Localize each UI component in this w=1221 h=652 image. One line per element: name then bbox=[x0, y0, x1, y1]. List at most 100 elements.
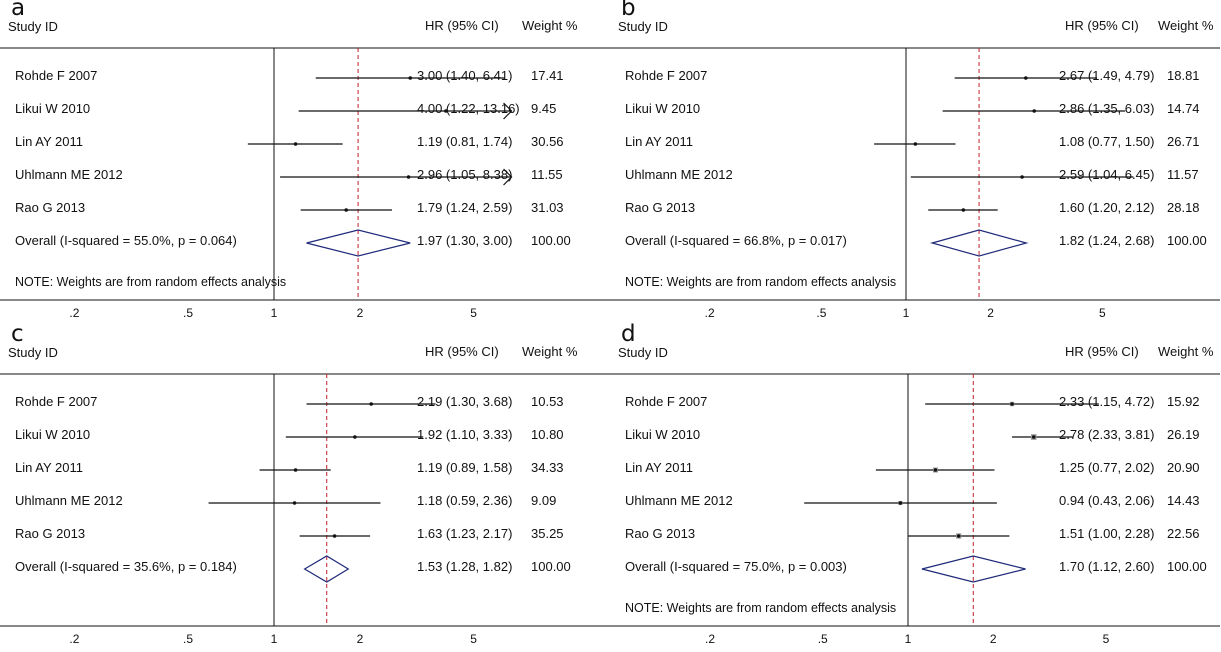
overall-row: Overall (I-squared = 66.8%, p = 0.017) 1.… bbox=[610, 233, 1220, 253]
hr-ci-text: 2.86 (1.35, 6.03) bbox=[1059, 101, 1155, 116]
hr-ci-text: 2.59 (1.04, 6.45) bbox=[1059, 167, 1155, 182]
hr-ci-text: 1.92 (1.10, 3.33) bbox=[417, 427, 513, 442]
overall-diamond bbox=[921, 555, 1026, 583]
study-row: Uhlmann ME 2012 2.96 (1.05, 8.38) 11.55 bbox=[0, 167, 610, 187]
weight-text: 26.71 bbox=[1167, 134, 1200, 149]
point-estimate bbox=[961, 208, 966, 212]
overall-label: Overall (I-squared = 66.8%, p = 0.017) bbox=[625, 233, 847, 248]
weight-text: 20.90 bbox=[1167, 460, 1200, 475]
panel-label: c bbox=[11, 321, 24, 347]
study-row: Uhlmann ME 2012 1.18 (0.59, 2.36) 9.09 bbox=[0, 493, 610, 513]
overall-weight-text: 100.00 bbox=[1167, 233, 1207, 248]
study-name: Likui W 2010 bbox=[625, 101, 701, 116]
study-name: Rohde F 2007 bbox=[15, 68, 98, 83]
point-estimate bbox=[292, 501, 297, 505]
panel-label: a bbox=[11, 0, 26, 21]
weight-text: 22.56 bbox=[1167, 526, 1200, 541]
hr-ci-text: 3.00 (1.40, 6.41) bbox=[417, 68, 513, 83]
study-name: Rao G 2013 bbox=[625, 526, 696, 541]
study-name: Likui W 2010 bbox=[15, 427, 91, 442]
column-header-weight: Weight % bbox=[522, 18, 578, 33]
weight-text: 35.25 bbox=[531, 526, 564, 541]
column-header-study: Study ID bbox=[618, 345, 668, 360]
x-tick-label: 5 bbox=[1102, 632, 1110, 646]
study-name: Likui W 2010 bbox=[15, 101, 91, 116]
column-header-weight: Weight % bbox=[1158, 18, 1214, 33]
hr-ci-text: 1.63 (1.23, 2.17) bbox=[417, 526, 513, 541]
column-header-hr: HR (95% CI) bbox=[425, 344, 499, 359]
panel-label: b bbox=[621, 0, 636, 21]
study-row: Rao G 2013 1.60 (1.20, 2.12) 28.18 bbox=[610, 200, 1220, 220]
x-tick-label: .5 bbox=[817, 632, 828, 646]
point-estimate bbox=[1010, 402, 1014, 406]
weights-note: NOTE: Weights are from random effects an… bbox=[625, 601, 897, 615]
study-row: Rao G 2013 1.51 (1.00, 2.28) 22.56 bbox=[610, 526, 1220, 546]
x-tick-label: .5 bbox=[183, 632, 194, 646]
study-row: Uhlmann ME 2012 2.59 (1.04, 6.45) 11.57 bbox=[610, 167, 1220, 187]
overall-diamond bbox=[303, 555, 350, 583]
study-name: Lin AY 2011 bbox=[15, 460, 83, 475]
weight-text: 10.53 bbox=[531, 394, 564, 409]
weight-text: 9.45 bbox=[531, 101, 557, 116]
study-row: Likui W 2010 4.00 (1.22, 13.16) 9.45 bbox=[0, 101, 610, 121]
point-estimate bbox=[956, 534, 961, 538]
forest-plot-a: a Study ID HR (95% CI) Weight % Rohde F 2007… bbox=[0, 0, 610, 326]
weight-text: 11.57 bbox=[1167, 167, 1199, 182]
column-header-study: Study ID bbox=[618, 19, 668, 34]
weight-text: 34.33 bbox=[531, 460, 564, 475]
hr-ci-text: 1.18 (0.59, 2.36) bbox=[417, 493, 513, 508]
study-row: Lin AY 2011 1.19 (0.81, 1.74) 30.56 bbox=[0, 134, 610, 154]
x-tick-label: .2 bbox=[705, 632, 716, 646]
overall-hr-ci-text: 1.70 (1.12, 2.60) bbox=[1059, 559, 1155, 574]
study-name: Lin AY 2011 bbox=[625, 460, 693, 475]
forest-plot-svg bbox=[610, 47, 1220, 301]
hr-ci-text: 0.94 (0.43, 2.06) bbox=[1059, 493, 1155, 508]
point-estimate bbox=[406, 175, 411, 179]
forest-plot-c: c Study ID HR (95% CI) Weight % Rohde F 2007… bbox=[0, 321, 610, 652]
study-name: Rohde F 2007 bbox=[15, 394, 98, 409]
weight-text: 31.03 bbox=[531, 200, 564, 215]
study-row: Lin AY 2011 1.25 (0.77, 2.02) 20.90 bbox=[610, 460, 1220, 480]
overall-hr-ci-text: 1.53 (1.28, 1.82) bbox=[417, 559, 513, 574]
forest-plot-svg bbox=[610, 373, 1220, 627]
study-row: Lin AY 2011 1.08 (0.77, 1.50) 26.71 bbox=[610, 134, 1220, 154]
study-name: Uhlmann ME 2012 bbox=[625, 167, 733, 182]
study-row: Likui W 2010 1.92 (1.10, 3.33) 10.80 bbox=[0, 427, 610, 447]
forest-plot-b: b Study ID HR (95% CI) Weight % Rohde F 2007… bbox=[610, 0, 1220, 326]
x-tick-label: 5 bbox=[470, 632, 477, 646]
overall-hr-ci-text: 1.82 (1.24, 2.68) bbox=[1059, 233, 1155, 248]
column-header-study: Study ID bbox=[8, 345, 58, 360]
column-header-hr: HR (95% CI) bbox=[1065, 18, 1139, 33]
study-name: Lin AY 2011 bbox=[15, 134, 83, 149]
overall-row: Overall (I-squared = 75.0%, p = 0.003) 1.… bbox=[610, 559, 1220, 579]
point-estimate bbox=[369, 402, 374, 406]
x-tick-label: 1 bbox=[270, 632, 278, 646]
x-tick-label: .2 bbox=[69, 306, 80, 320]
hr-ci-text: 2.78 (2.33, 3.81) bbox=[1059, 427, 1155, 442]
forest-plot-d: d Study ID HR (95% CI) Weight % Rohde F 2007… bbox=[610, 321, 1220, 652]
hr-ci-text: 2.67 (1.49, 4.79) bbox=[1059, 68, 1155, 83]
study-name: Rao G 2013 bbox=[15, 526, 86, 541]
weight-text: 14.74 bbox=[1167, 101, 1200, 116]
study-name: Likui W 2010 bbox=[625, 427, 701, 442]
study-row: Rao G 2013 1.63 (1.23, 2.17) 35.25 bbox=[0, 526, 610, 546]
study-row: Rohde F 2007 2.67 (1.49, 4.79) 18.81 bbox=[610, 68, 1220, 88]
column-header-study: Study ID bbox=[8, 19, 58, 34]
panel-label: d bbox=[621, 321, 636, 347]
point-estimate bbox=[344, 208, 348, 212]
study-row: Likui W 2010 2.86 (1.35, 6.03) 14.74 bbox=[610, 101, 1220, 121]
column-header-hr: HR (95% CI) bbox=[1065, 344, 1139, 359]
hr-ci-text: 2.33 (1.15, 4.72) bbox=[1059, 394, 1155, 409]
hr-ci-text: 2.96 (1.05, 8.38) bbox=[417, 167, 513, 182]
study-row: Rao G 2013 1.79 (1.24, 2.59) 31.03 bbox=[0, 200, 610, 220]
x-tick-label: .5 bbox=[183, 306, 194, 320]
x-tick-label: 2 bbox=[356, 632, 364, 646]
hr-ci-text: 1.60 (1.20, 2.12) bbox=[1059, 200, 1155, 215]
forest-plot-svg bbox=[0, 47, 610, 301]
point-estimate bbox=[444, 109, 448, 113]
x-tick-label: .5 bbox=[816, 306, 827, 320]
x-tick-label: 2 bbox=[989, 632, 997, 646]
study-name: Rohde F 2007 bbox=[625, 394, 708, 409]
x-tick-label: 1 bbox=[270, 306, 278, 320]
hr-ci-text: 1.19 (0.81, 1.74) bbox=[417, 134, 513, 149]
